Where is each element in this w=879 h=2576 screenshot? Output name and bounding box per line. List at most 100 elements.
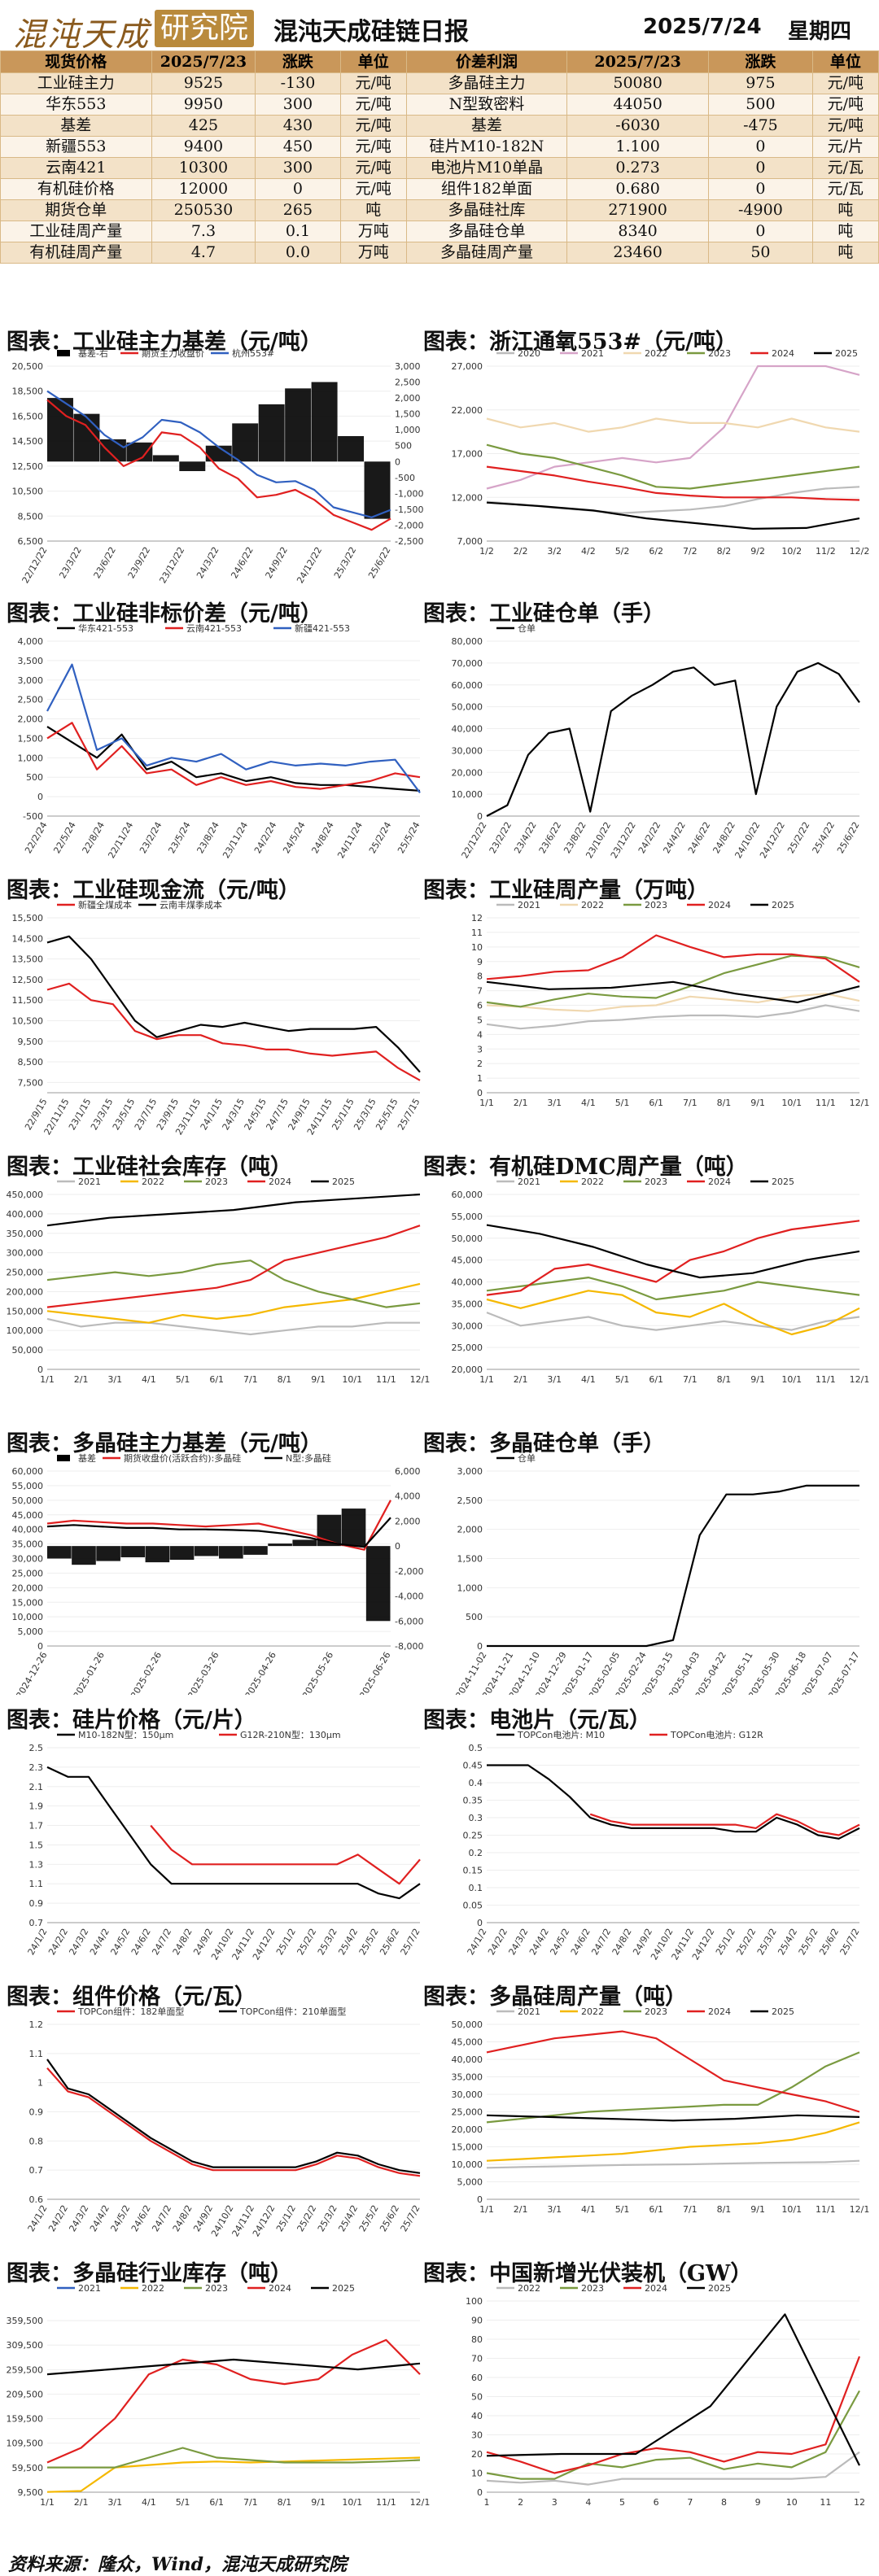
legend-label: 2021 — [518, 900, 540, 910]
x-tick-label: 2025-04-26 — [243, 1650, 278, 1695]
legend-item: M10-182N型：150μm — [57, 1729, 173, 1740]
y-tick-label: 0.15 — [463, 1866, 483, 1876]
table-cell: 元/吨 — [811, 115, 879, 137]
chart-2: 2020 2021 2022 2023 2024 2025 7,000 12,000 17,00… — [440, 342, 871, 590]
x-tick-label: 10 — [786, 2497, 798, 2508]
y-tick-label: 50,000 — [12, 1345, 44, 1356]
legend-item: 2023 — [623, 2006, 667, 2017]
y-tick-label: 1.7 — [29, 1821, 44, 1832]
legend-item: 杭州553# — [211, 347, 274, 359]
x-tick-label: 7/1 — [683, 1098, 698, 1108]
x-tick-label: 1/2 — [479, 546, 494, 557]
x-tick-label: 22/8/24 — [81, 820, 107, 855]
legend-label: 仓单 — [518, 1452, 536, 1464]
bar — [364, 461, 391, 519]
y-tick-label: 80 — [471, 2334, 483, 2345]
table-cell: 多晶硅仓单 — [405, 220, 568, 242]
table-cell: 0.1 — [255, 220, 341, 242]
legend-item: 2025 — [750, 1177, 794, 1187]
y-tick-label: 35,000 — [12, 1539, 44, 1550]
y-tick-label: 25,000 — [12, 1568, 44, 1578]
table-cell: 吨 — [339, 199, 407, 221]
legend-label: 2024 — [772, 348, 794, 359]
table-cell: 9525 — [151, 72, 256, 94]
chart-caption: 图表：浙江通氧553#（元/吨） — [423, 330, 737, 355]
table-header-cell: 涨跌 — [255, 50, 341, 73]
x-tick-label: 7 — [687, 2497, 693, 2508]
x-tick-label: 8/1 — [717, 1098, 732, 1108]
y-tick-label: 3,000 — [18, 675, 44, 686]
y-tick-label: 1.2 — [29, 2019, 44, 2030]
y2-tick-label: -8,000 — [395, 1641, 423, 1652]
y-tick-label: 400,000 — [7, 1209, 44, 1220]
y-tick-label: 0 — [37, 1364, 43, 1375]
table-cell: 50080 — [566, 72, 710, 94]
x-tick-label: 24/7/2 — [150, 2203, 173, 2233]
x-tick-label: 7/1 — [243, 1374, 258, 1385]
y-tick-label: 9,500 — [18, 2487, 44, 2498]
report-date: 2025/7/24 — [643, 15, 762, 39]
legend-label: 2024 — [645, 2283, 667, 2294]
series-line — [486, 2451, 860, 2486]
legend-item: 2025 — [750, 2006, 794, 2017]
x-tick-label: 5/1 — [615, 1098, 630, 1108]
series-line — [46, 663, 421, 793]
table-cell: 有机硅周产量 — [0, 242, 152, 264]
y-tick-label: 20 — [471, 2449, 483, 2460]
series-line — [46, 390, 391, 518]
y-tick-label: 1 — [477, 1073, 483, 1084]
y-tick-label: 2.5 — [29, 1743, 44, 1753]
table-cell: 期货仓单 — [0, 199, 152, 221]
legend-label: 华东421-553 — [78, 622, 133, 634]
x-tick-label: 24/6/22 — [686, 820, 712, 855]
chart-8: 2021 2022 2023 2024 2025 20,000 25,000 30,000 35… — [440, 1170, 871, 1418]
legend-label: 2025 — [332, 2283, 355, 2294]
table-cell: 多晶硅主力 — [405, 72, 568, 94]
chart-caption: 图表：工业硅现金流（元/吨） — [7, 878, 300, 903]
x-tick-label: 1/1 — [479, 1374, 494, 1385]
y-tick-label: 7 — [477, 986, 483, 997]
x-tick-label: 24/5/2 — [108, 2203, 132, 2233]
x-tick-label: 25/5/24 — [396, 820, 422, 855]
series-line — [486, 2313, 860, 2466]
chart-1: 基差-右 期货主力收盘价 杭州553# 6,500 8,500 10,500 12,500 1… — [0, 342, 431, 590]
x-tick-label: 24/1/2 — [466, 1927, 489, 1957]
y-tick-label: 9,500 — [18, 1037, 44, 1047]
table-cell: 271900 — [566, 199, 710, 221]
chart-svg: TOPCon组件：182单面型 TOPCon组件：210单面型 0.6 0.7 0.8 0… — [26, 2006, 422, 2238]
legend-label: M10-182N型：150μm — [78, 1729, 173, 1740]
chart-15: 2021 2022 2023 2024 2025 9,500 59,500 109,500 15… — [0, 2277, 431, 2541]
legend-item: 2021 — [57, 1177, 101, 1187]
table-cell: 有机硅价格 — [0, 178, 152, 200]
x-tick-label: 1 — [484, 2497, 490, 2508]
table-cell: 9950 — [151, 94, 256, 116]
series-line — [486, 1277, 860, 1301]
series-line — [486, 465, 860, 501]
x-tick-label: 24/12/22 — [295, 545, 324, 585]
legend-item: 2024 — [247, 1177, 291, 1187]
x-tick-label: 23/11/24 — [221, 820, 250, 860]
y-tick-label: 200,000 — [7, 1286, 44, 1297]
x-tick-label: 24/11/24 — [335, 820, 365, 860]
x-tick-label: 8/1 — [717, 2204, 732, 2215]
x-tick-label: 23/4/22 — [512, 820, 538, 855]
chart-svg: 2021 2022 2023 2024 2025 20,000 25,000 30,000 35… — [452, 1177, 870, 1385]
y-tick-label: 35,000 — [452, 2072, 483, 2083]
x-tick-label: 24/8/22 — [711, 820, 737, 855]
y-tick-label: 5 — [477, 1015, 483, 1025]
chart-10: 仓单 0 500 1,000 1,500 2,000 2,500 3,000 2024-11-0… — [440, 1447, 871, 1695]
x-tick-label: 11/1 — [376, 2497, 396, 2508]
bar — [179, 461, 206, 471]
table-cell: 吨 — [811, 242, 879, 264]
x-tick-label: 22/5/24 — [51, 820, 77, 855]
x-tick-label: 24/9/22 — [264, 545, 290, 580]
source-note: 资料来源：隆众，Wind，混沌天成研究院 — [8, 2554, 348, 2575]
x-tick-label: 5/1 — [176, 1374, 190, 1385]
x-tick-label: 9/1 — [311, 2497, 326, 2508]
y-tick-label: 20,000 — [12, 1583, 44, 1593]
x-tick-label: 6/2 — [649, 546, 663, 557]
y2-tick-label: -500 — [395, 473, 415, 483]
bar — [268, 1543, 292, 1547]
table-cell: 0 — [708, 178, 813, 200]
